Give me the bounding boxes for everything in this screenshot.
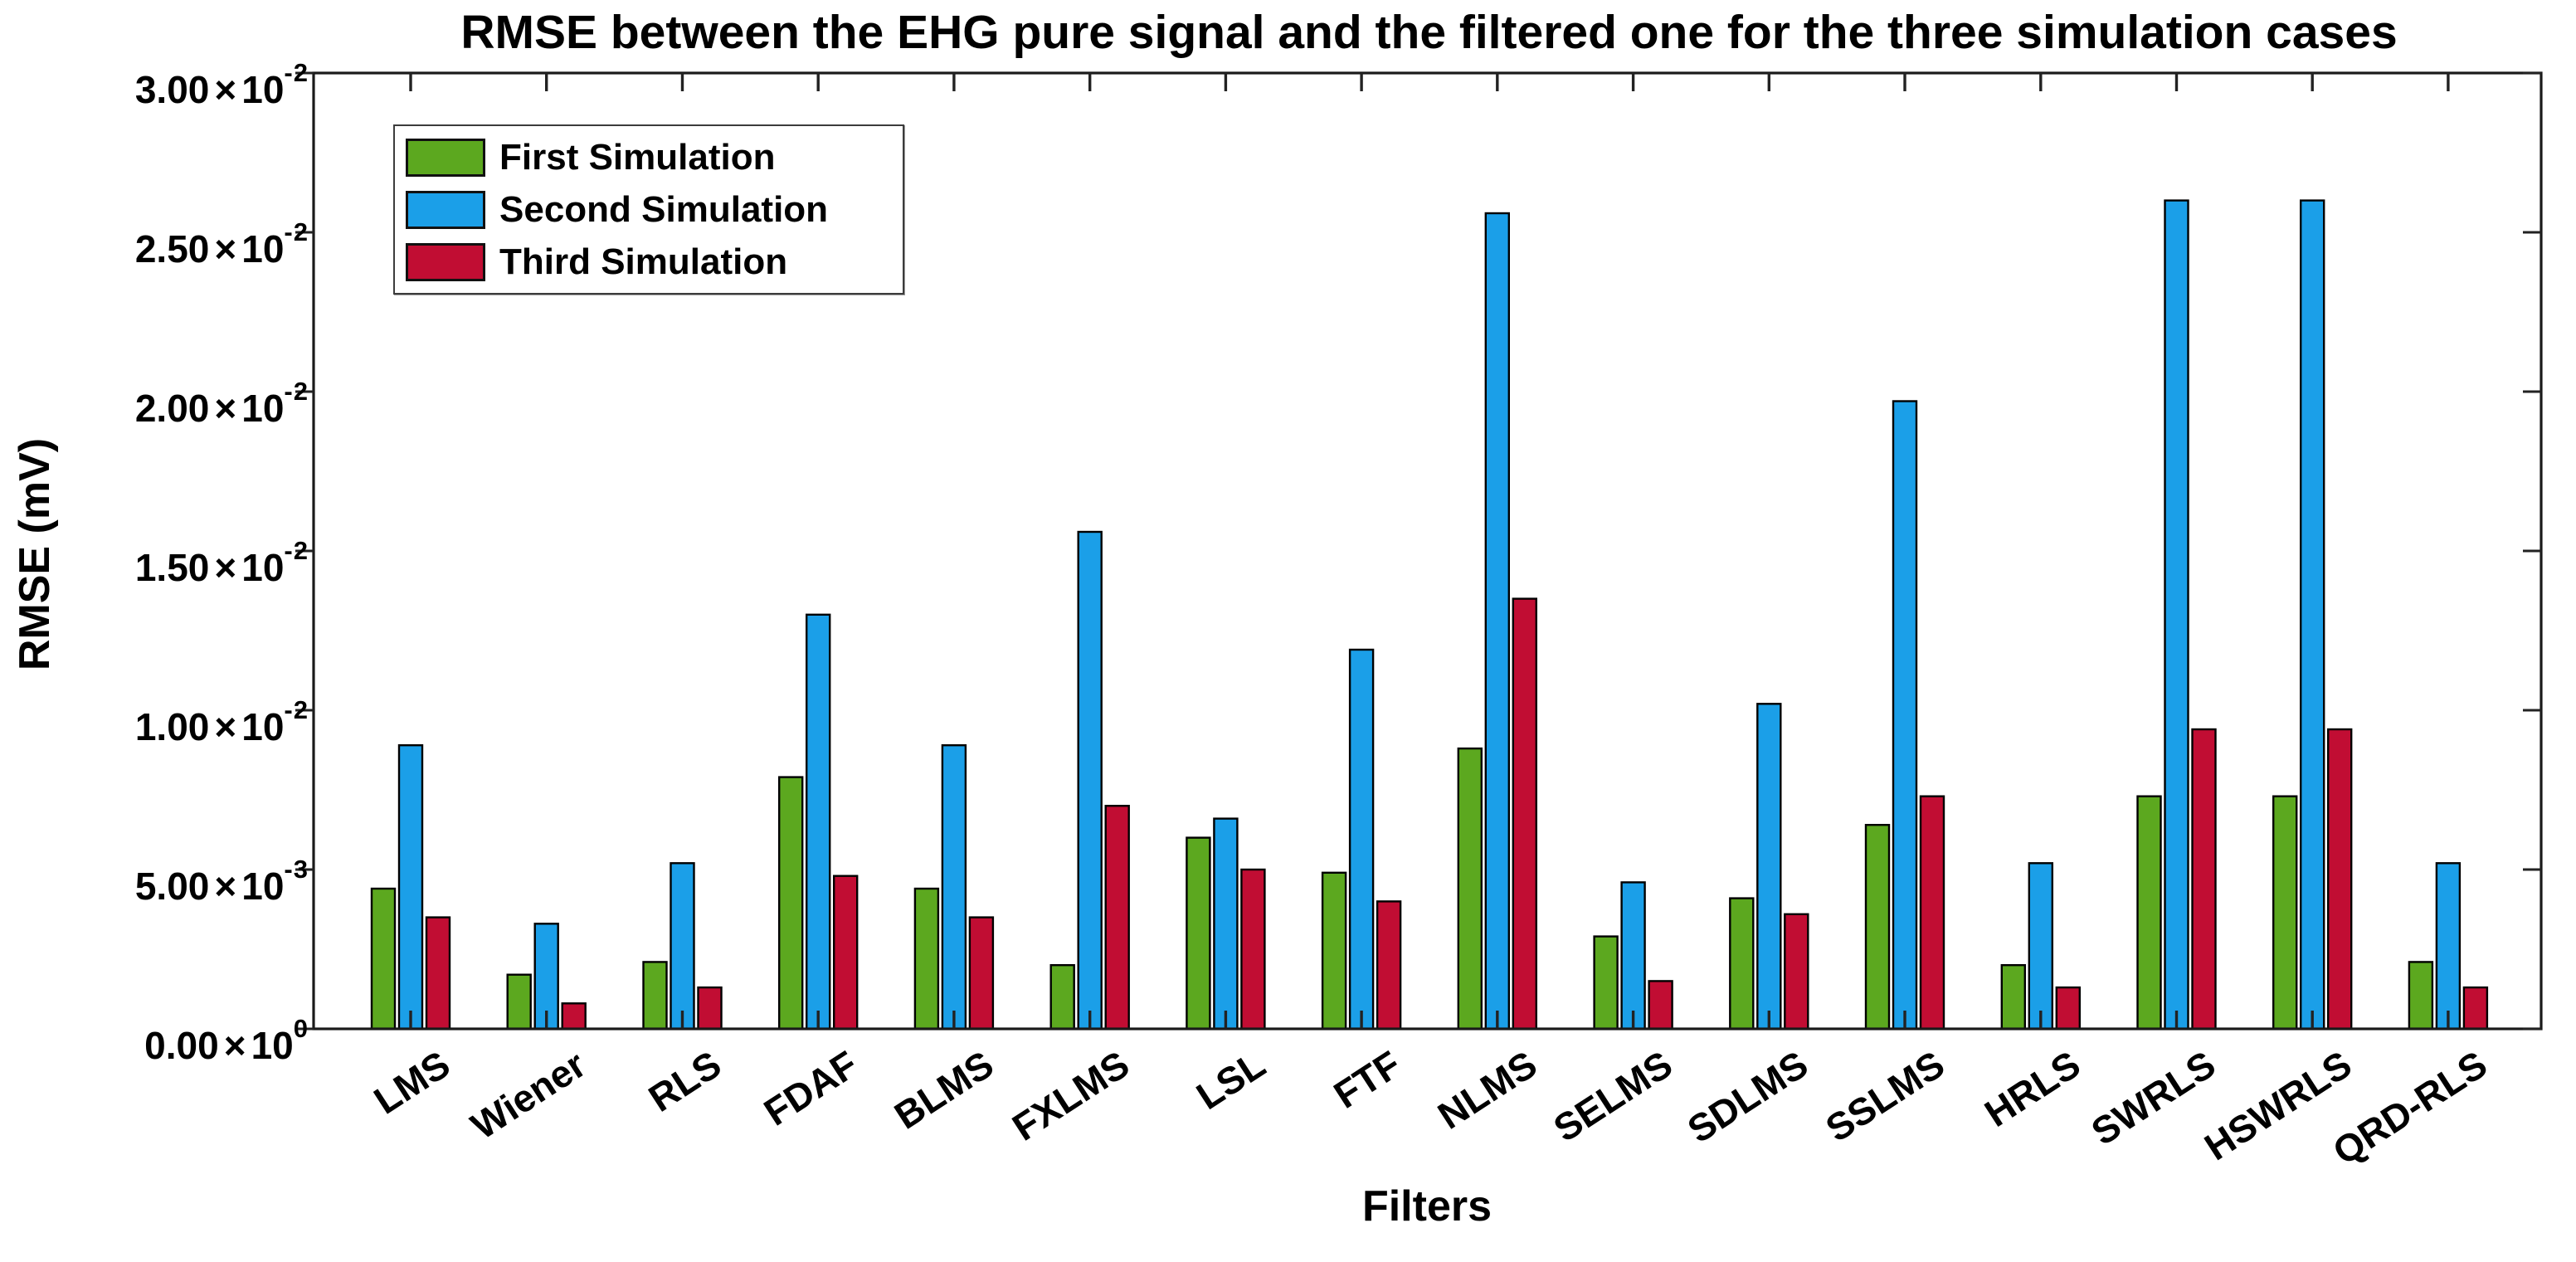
bar-second-simulation-HSWRLS bbox=[2299, 199, 2325, 1031]
bar-third-simulation-HSWRLS bbox=[2326, 728, 2353, 1031]
bar-first-simulation-HRLS bbox=[2000, 963, 2027, 1031]
bar-second-simulation-LSL bbox=[1213, 817, 1239, 1031]
bar-third-simulation-LMS bbox=[425, 916, 451, 1031]
bar-second-simulation-BLMS bbox=[941, 744, 967, 1031]
bar-third-simulation-FXLMS bbox=[1104, 805, 1130, 1031]
bar-second-simulation-SWRLS bbox=[2164, 199, 2189, 1031]
bar-first-simulation-LMS bbox=[370, 887, 397, 1031]
bar-second-simulation-FTF bbox=[1348, 648, 1375, 1031]
bar-first-simulation-SELMS bbox=[1593, 935, 1619, 1031]
bar-first-simulation-Wiener bbox=[506, 973, 532, 1031]
bar-third-simulation-NLMS bbox=[1512, 597, 1538, 1031]
bar-second-simulation-SSLMS bbox=[1892, 400, 1918, 1031]
bar-second-simulation-FDAF bbox=[806, 613, 831, 1031]
bar-first-simulation-HSWRLS bbox=[2272, 795, 2298, 1031]
bar-third-simulation-LSL bbox=[1240, 868, 1266, 1031]
bar-third-simulation-SSLMS bbox=[1919, 795, 1945, 1031]
bar-second-simulation-QRD-RLS bbox=[2435, 862, 2462, 1031]
bar-second-simulation-LMS bbox=[397, 744, 424, 1031]
legend: First Simulation Second Simulation Third… bbox=[393, 124, 904, 295]
bar-second-simulation-RLS bbox=[670, 862, 695, 1031]
bar-second-simulation-NLMS bbox=[1484, 212, 1511, 1031]
bar-third-simulation-SDLMS bbox=[1784, 913, 1809, 1031]
legend-swatch-first-simulation bbox=[406, 138, 485, 177]
legend-swatch-third-simulation bbox=[406, 242, 485, 281]
bar-first-simulation-LSL bbox=[1186, 836, 1211, 1031]
bar-third-simulation-BLMS bbox=[968, 916, 995, 1031]
bar-third-simulation-FTF bbox=[1376, 900, 1402, 1031]
bar-second-simulation-SDLMS bbox=[1756, 703, 1782, 1031]
y-tick-label: 3.00 × 10-2 bbox=[134, 58, 309, 111]
x-axis-label: Filters bbox=[1361, 1182, 1493, 1230]
bar-first-simulation-SSLMS bbox=[1864, 824, 1891, 1031]
legend-label: Second Simulation bbox=[499, 188, 829, 230]
bar-first-simulation-RLS bbox=[642, 961, 668, 1031]
bar-first-simulation-NLMS bbox=[1457, 747, 1483, 1031]
legend-swatch-second-simulation bbox=[406, 190, 485, 229]
bar-second-simulation-FXLMS bbox=[1077, 530, 1103, 1031]
bar-third-simulation-RLS bbox=[697, 986, 723, 1031]
y-tick-label: 5.00 × 10-3 bbox=[134, 855, 309, 908]
bar-third-simulation-Wiener bbox=[561, 1002, 587, 1031]
y-tick-label: 2.50 × 10-2 bbox=[134, 217, 309, 270]
bar-first-simulation-FXLMS bbox=[1049, 963, 1075, 1031]
bar-first-simulation-FDAF bbox=[778, 776, 804, 1031]
y-tick-label: 1.00 × 10-2 bbox=[134, 695, 309, 748]
legend-row: First Simulation bbox=[406, 136, 903, 179]
y-axis-label: RMSE (mV) bbox=[11, 437, 59, 671]
bar-second-simulation-SELMS bbox=[1620, 881, 1646, 1031]
legend-label: First Simulation bbox=[499, 136, 776, 178]
bar-third-simulation-QRD-RLS bbox=[2462, 986, 2489, 1031]
legend-row: Second Simulation bbox=[406, 188, 903, 231]
bar-first-simulation-FTF bbox=[1321, 871, 1347, 1031]
bar-first-simulation-SWRLS bbox=[2136, 795, 2162, 1031]
bar-third-simulation-HRLS bbox=[2055, 986, 2082, 1031]
bar-second-simulation-HRLS bbox=[2028, 862, 2054, 1031]
bar-third-simulation-SWRLS bbox=[2191, 728, 2217, 1031]
y-tick-label: 2.00 × 10-2 bbox=[134, 377, 309, 430]
bar-third-simulation-FDAF bbox=[833, 875, 859, 1031]
y-tick-label: 0.00 × 100 bbox=[144, 1014, 309, 1067]
chart-title: RMSE between the EHG pure signal and the… bbox=[460, 6, 2398, 59]
bar-third-simulation-SELMS bbox=[1648, 980, 1673, 1031]
legend-label: Third Simulation bbox=[499, 241, 788, 282]
legend-row: Third Simulation bbox=[406, 241, 903, 284]
bar-first-simulation-QRD-RLS bbox=[2408, 961, 2434, 1031]
bar-first-simulation-SDLMS bbox=[1729, 897, 1755, 1031]
y-tick-label: 1.50 × 10-2 bbox=[134, 536, 309, 589]
bar-first-simulation-BLMS bbox=[913, 887, 940, 1031]
